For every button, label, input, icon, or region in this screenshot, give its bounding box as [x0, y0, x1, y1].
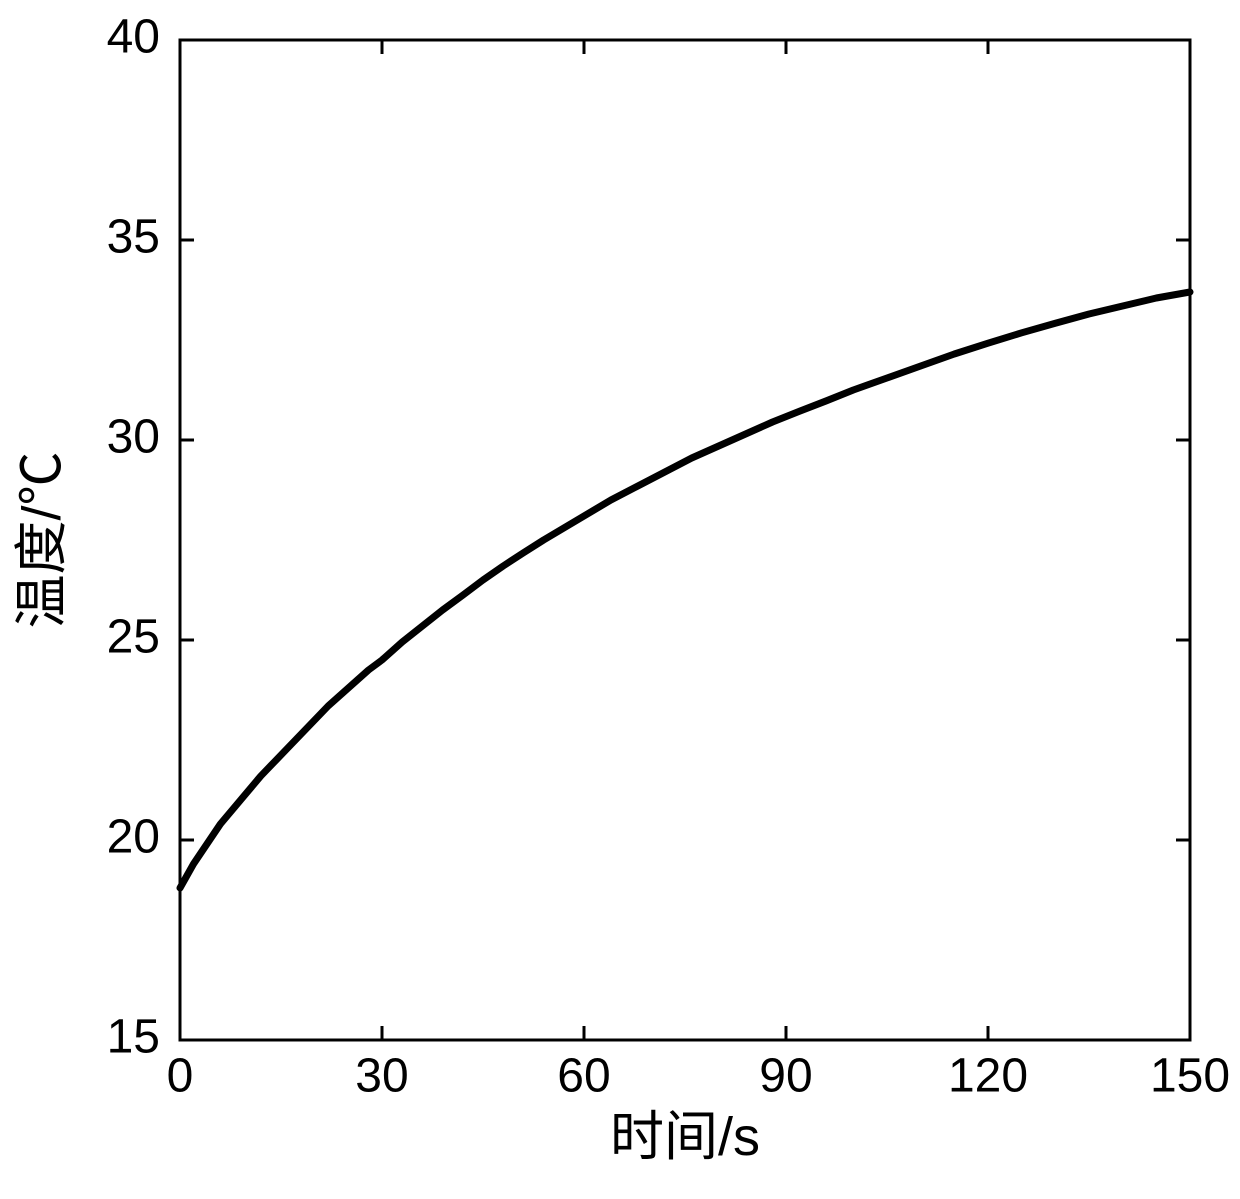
x-tick-label: 60 — [557, 1050, 610, 1103]
x-tick-label: 120 — [948, 1050, 1028, 1103]
x-tick-label: 0 — [167, 1050, 194, 1103]
y-axis-label: 温度/℃ — [12, 451, 72, 628]
x-tick-label: 90 — [759, 1050, 812, 1103]
line-chart: 0 30 60 90 120 150 15 20 25 30 35 40 时间/s 温度/℃ — [0, 0, 1240, 1199]
y-tick-label: 15 — [107, 1011, 160, 1064]
y-tick-label: 40 — [107, 11, 160, 64]
chart-container: 0 30 60 90 120 150 15 20 25 30 35 40 时间/s 温度/℃ — [0, 0, 1240, 1199]
x-tick-label: 150 — [1150, 1050, 1230, 1103]
y-tick-label: 20 — [107, 811, 160, 864]
y-tick-label: 30 — [107, 411, 160, 464]
y-tick-label: 35 — [107, 211, 160, 264]
x-tick-label: 30 — [355, 1050, 408, 1103]
x-axis-label: 时间/s — [610, 1107, 760, 1167]
y-tick-label: 25 — [107, 611, 160, 664]
temperature-line — [180, 292, 1190, 888]
